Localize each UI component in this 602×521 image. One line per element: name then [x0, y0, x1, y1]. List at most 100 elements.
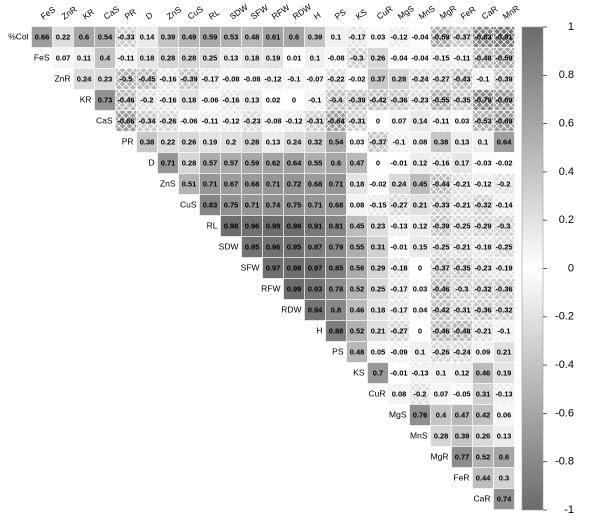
cell-hatch: [493, 173, 515, 195]
cell-hatch: [409, 89, 431, 111]
column-label: CuS: [186, 4, 206, 22]
cell-label: 0.26: [182, 137, 197, 146]
cell-label: -0.27: [390, 200, 407, 209]
cell-hatch: [451, 215, 473, 237]
cell-label: 0.95: [245, 242, 260, 251]
cell-label: 0.22: [56, 32, 71, 41]
colorbar-tick-label: 0.6: [559, 118, 574, 130]
cell-label: 0.1: [310, 53, 320, 62]
cell-label: 0.96: [245, 221, 260, 230]
cell-label: -0.35: [453, 95, 470, 104]
cell-label: -0.59: [495, 53, 512, 62]
cell-label: -0.15: [369, 200, 386, 209]
cell-hatch: [430, 89, 452, 111]
cell-hatch: [451, 341, 473, 363]
cell-label: 0.49: [182, 32, 197, 41]
cell-label: 0.68: [329, 200, 344, 209]
cell-label: 0.13: [266, 137, 281, 146]
cell-label: -0.1: [477, 74, 490, 83]
cell-hatch: [472, 278, 494, 300]
cell-label: -0.21: [453, 179, 470, 188]
cell: [493, 488, 515, 510]
cell-label: 0.64: [497, 137, 512, 146]
cell-label: 0.06: [497, 410, 512, 419]
cell-hatch: [199, 89, 221, 111]
cell-label: 0.75: [287, 200, 302, 209]
cell-label: 0.66: [35, 32, 50, 41]
cell-label: -0.13: [411, 368, 428, 377]
row-label: RL: [207, 220, 218, 230]
cell-hatch: [388, 236, 410, 258]
cell-label: -0.16: [159, 95, 176, 104]
cell-label: -0.02: [369, 179, 386, 188]
cell-label: 0.78: [329, 284, 344, 293]
cell-hatch: [472, 320, 494, 342]
cell-label: 0.71: [329, 179, 344, 188]
cell-label: 0.44: [476, 473, 491, 482]
cell-label: -0.3: [351, 53, 364, 62]
cell-label: 0.47: [455, 410, 470, 419]
cell-label: 0.39: [455, 431, 470, 440]
cell-hatch: [346, 68, 368, 90]
cell-label: 0.32: [308, 137, 323, 146]
column-label: FeS: [39, 4, 58, 21]
cell-label: 0.71: [203, 179, 218, 188]
cell-label: -0.04: [390, 53, 408, 62]
cell-label: -0.66: [117, 116, 134, 125]
cell-label: -0.06: [201, 95, 218, 104]
cell-label: -0.18: [390, 263, 407, 272]
row-label: SDW: [219, 241, 239, 251]
cell-label: 0.12: [455, 368, 470, 377]
column-label: MgR: [438, 3, 458, 21]
cell-label: -0.1: [309, 95, 322, 104]
cell-label: 0: [376, 158, 380, 167]
cell-label: -0.79: [474, 95, 491, 104]
cell-label: 0.52: [350, 284, 365, 293]
cell-label: 0: [376, 116, 380, 125]
cell-label: 0.12: [413, 221, 428, 230]
cell-label: -0.26: [432, 347, 449, 356]
cell-label: 0.57: [224, 158, 239, 167]
cell-hatch: [304, 110, 326, 132]
cell-hatch: [451, 383, 473, 405]
cell-label: 0.22: [161, 137, 176, 146]
cell-hatch: [325, 47, 347, 69]
cell-hatch: [157, 68, 179, 90]
row-label: SFW: [241, 262, 260, 272]
cell-label: 0.98: [224, 221, 239, 230]
cell-label: -0.23: [474, 263, 491, 272]
cell-hatch: [367, 89, 389, 111]
cell-label: 0.76: [413, 410, 428, 419]
cell-label: 0.1: [331, 32, 341, 41]
row-label: %Col: [8, 31, 28, 41]
cell-label: 0.24: [392, 179, 407, 188]
cell-hatch: [430, 110, 452, 132]
cell-label: -0.13: [390, 221, 407, 230]
cell-hatch: [430, 215, 452, 237]
cell-hatch: [430, 320, 452, 342]
cell-label: -0.48: [453, 326, 470, 335]
cell-label: -0.34: [138, 116, 156, 125]
cell-hatch: [367, 173, 389, 195]
cell-label: 0.64: [287, 158, 302, 167]
cell-label: -0.37: [369, 137, 386, 146]
cell-hatch: [199, 110, 221, 132]
cell-label: 0.03: [350, 137, 365, 146]
cell-label: 0.68: [245, 179, 260, 188]
cell-label: 0: [418, 326, 422, 335]
cell-label: 0.01: [287, 53, 302, 62]
cell-hatch: [451, 47, 473, 69]
cell-hatch: [451, 89, 473, 111]
cell-hatch: [157, 89, 179, 111]
cell-hatch: [241, 68, 263, 90]
cell-label: -0.32: [474, 284, 491, 293]
cell-label: -0.59: [432, 32, 449, 41]
cell-label: 0.55: [308, 158, 323, 167]
cell-label: 0.28: [392, 74, 407, 83]
cell-hatch: [115, 68, 137, 90]
cell-hatch: [367, 194, 389, 216]
cell-label: -0.21: [453, 242, 470, 251]
cell-label: -0.25: [453, 221, 470, 230]
cell-label: 0.25: [203, 53, 218, 62]
